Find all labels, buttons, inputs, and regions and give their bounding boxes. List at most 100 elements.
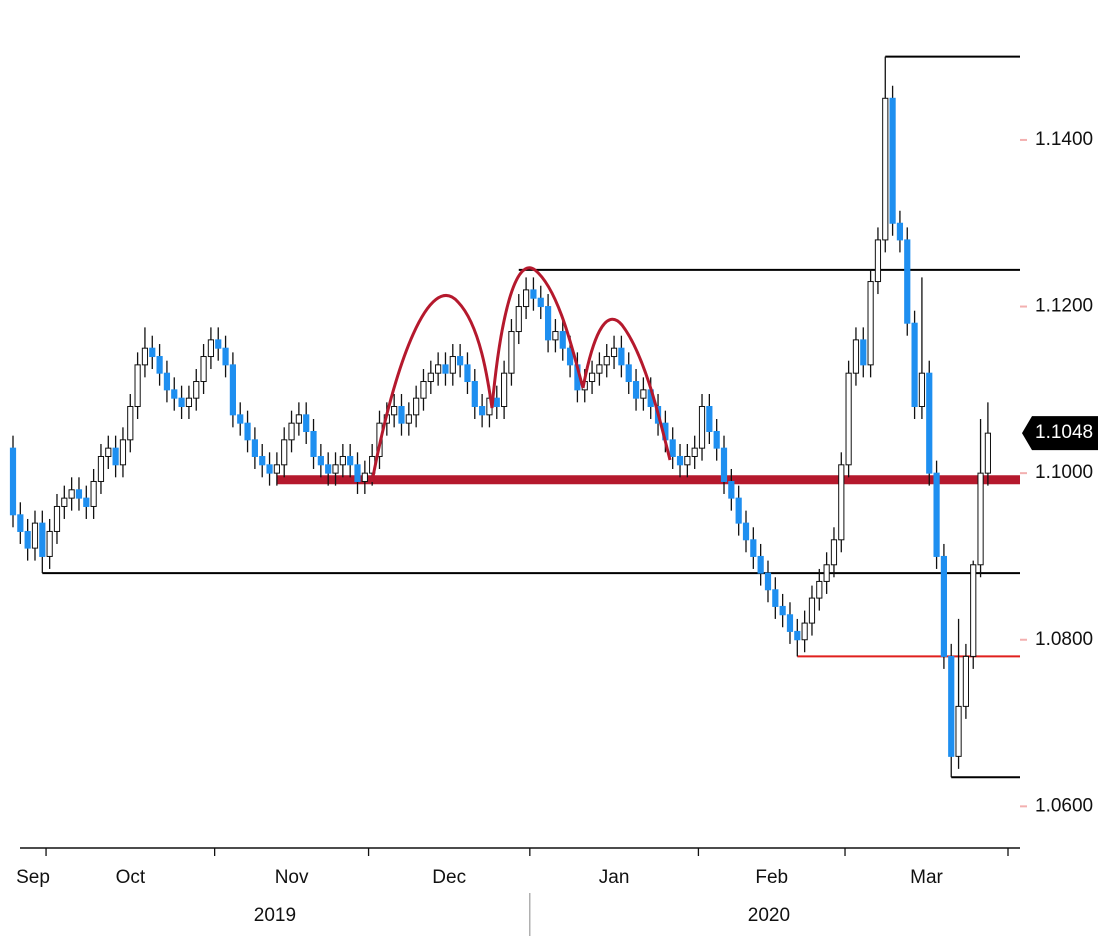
candle-body — [845, 372, 852, 466]
candle-body — [442, 364, 449, 374]
candle-body — [310, 430, 317, 457]
candle-body — [493, 397, 500, 408]
candle-body — [244, 422, 251, 441]
candle-body — [720, 447, 728, 482]
candle-body — [105, 447, 112, 457]
candle-body — [948, 655, 955, 757]
candle-body — [735, 497, 742, 524]
candle-body — [53, 505, 61, 532]
candle-body — [9, 447, 17, 516]
candle-body — [852, 339, 860, 374]
candle-body — [464, 364, 471, 383]
candle-body — [193, 381, 200, 399]
candle-body — [867, 281, 874, 366]
candle-body — [926, 372, 933, 474]
right-shoulder — [581, 317, 672, 461]
candle-body — [215, 339, 222, 349]
candle-body — [801, 622, 808, 641]
candle-body — [625, 364, 632, 383]
candle-body — [68, 489, 75, 499]
candle-body — [860, 339, 867, 366]
candle-body — [200, 356, 207, 383]
candle-body — [559, 331, 566, 349]
candle-body — [435, 364, 442, 374]
x-tick-label: Nov — [275, 867, 309, 888]
candle-body — [530, 289, 537, 299]
candle-body — [742, 522, 750, 541]
candle-body — [347, 455, 354, 466]
candle-body — [823, 564, 830, 582]
candle-body — [251, 439, 258, 457]
candle-body — [427, 372, 434, 383]
candle-body — [596, 364, 603, 374]
candle-body — [457, 356, 464, 366]
candle-body — [632, 381, 640, 399]
candle-body — [229, 364, 237, 416]
candle-body — [523, 289, 530, 308]
candle-body — [794, 630, 801, 641]
candle-body — [39, 522, 46, 557]
candle-body — [237, 414, 244, 424]
year-label: 2020 — [748, 905, 790, 926]
candle-body — [962, 655, 969, 707]
candle-body — [127, 406, 134, 441]
candle-body — [332, 464, 339, 474]
candle-body — [325, 464, 332, 474]
candle-body — [361, 472, 368, 482]
candle-body — [933, 472, 940, 557]
candle-body — [222, 347, 229, 366]
head — [490, 266, 585, 409]
x-tick-label: Feb — [755, 867, 788, 888]
candle-body — [413, 397, 420, 416]
candle-body — [303, 414, 310, 432]
candle-body — [112, 447, 119, 466]
candle-body — [698, 406, 706, 449]
candle-body — [288, 422, 295, 441]
candle-body — [259, 455, 266, 466]
candle-body — [75, 489, 83, 499]
candle-body — [764, 572, 772, 591]
candle-body — [566, 347, 574, 366]
candle-body — [171, 389, 178, 399]
candle-body — [640, 389, 647, 399]
candle-body — [266, 464, 273, 474]
candle-body — [398, 406, 405, 424]
candle-body — [750, 539, 757, 557]
candle-body — [156, 356, 163, 374]
candle-body — [163, 372, 171, 391]
year-label: 2019 — [254, 905, 296, 926]
candle-body — [537, 297, 544, 308]
candle-body — [669, 439, 676, 457]
candle-body — [178, 397, 185, 408]
candle-body — [816, 580, 823, 599]
candle-body — [691, 447, 698, 457]
pattern-arcs — [370, 266, 672, 483]
candle-body — [889, 97, 896, 224]
candle-body — [713, 430, 720, 449]
candle-body — [904, 239, 911, 324]
y-tick-label: 1.0600 — [1035, 795, 1093, 816]
candle-body — [955, 705, 962, 757]
candle-body — [97, 455, 105, 482]
y-tick-label: 1.0800 — [1035, 629, 1093, 650]
candle-body — [970, 564, 977, 657]
candle-body — [90, 480, 97, 507]
candle-body — [874, 239, 882, 283]
candle-body — [772, 589, 779, 607]
candle-body — [977, 472, 984, 566]
candle-body — [420, 381, 427, 399]
y-tick-label: 1.1000 — [1035, 462, 1093, 483]
candle-body — [83, 497, 90, 507]
candle-body — [471, 381, 478, 408]
y-tick-label: 1.1400 — [1035, 129, 1093, 150]
x-tick-label: Sep — [16, 867, 50, 888]
candle-body — [339, 455, 346, 466]
candle-body — [354, 464, 361, 482]
candle-body — [515, 306, 522, 333]
left-shoulder — [370, 294, 494, 483]
candle-body — [449, 356, 456, 374]
candle-body — [830, 539, 838, 566]
candle-body — [119, 439, 127, 466]
candle-body — [317, 455, 324, 466]
